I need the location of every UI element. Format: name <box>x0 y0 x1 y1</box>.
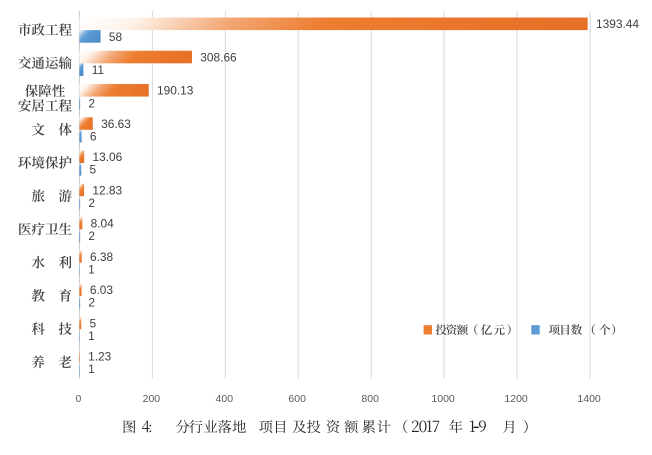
svg-text:11: 11 <box>92 63 105 77</box>
svg-text:1400: 1400 <box>577 393 601 405</box>
svg-text:400: 400 <box>216 393 234 405</box>
svg-text:2: 2 <box>88 229 95 243</box>
svg-text:1: 1 <box>88 329 95 343</box>
svg-text:0: 0 <box>75 393 81 405</box>
svg-text:600: 600 <box>288 393 306 405</box>
svg-text:2: 2 <box>88 96 95 110</box>
svg-text:800: 800 <box>361 393 379 405</box>
svg-text:190.13: 190.13 <box>157 84 194 98</box>
svg-text:200: 200 <box>143 393 161 405</box>
svg-text:1000: 1000 <box>431 393 455 405</box>
svg-text:2: 2 <box>88 296 95 310</box>
svg-text:1: 1 <box>88 362 95 376</box>
svg-text:13.06: 13.06 <box>93 150 123 164</box>
svg-text:58: 58 <box>109 30 123 44</box>
svg-text:2: 2 <box>88 196 95 210</box>
svg-text:12.83: 12.83 <box>92 183 122 197</box>
svg-text:5: 5 <box>90 163 97 177</box>
svg-text:6: 6 <box>90 130 97 144</box>
svg-text:1: 1 <box>88 262 95 276</box>
svg-text:1393.44: 1393.44 <box>596 17 639 31</box>
svg-text:36.63: 36.63 <box>101 117 131 131</box>
svg-text:308.66: 308.66 <box>200 50 237 64</box>
svg-text:1200: 1200 <box>504 393 528 405</box>
